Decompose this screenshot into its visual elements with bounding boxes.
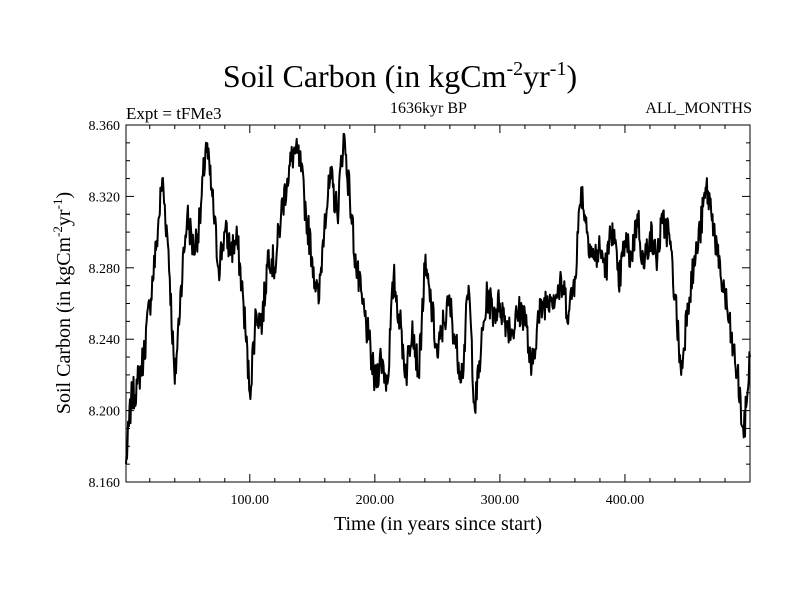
y-tick-label: 8.240	[89, 333, 121, 348]
period-label: 1636kyr BP	[390, 100, 467, 117]
chart-title: Soil Carbon (in kgCm-2yr-1)	[222, 58, 578, 94]
x-axis-label: Time (in years since start)	[334, 513, 542, 535]
season-label: ALL_MONTHS	[645, 100, 752, 117]
x-axis-ticks: 100.00 200.00 300.00 400.00	[149, 125, 726, 508]
y-axis-label: Soil Carbon (in kgCm-2yr-1)	[50, 192, 75, 414]
experiment-label: Expt = tFMe3	[126, 104, 222, 123]
y-axis-ticks: 8.160 8.200 8.240 8.280 8.320 8.360	[89, 119, 750, 491]
x-tick-label: 400.00	[606, 493, 645, 508]
plot-frame	[125, 124, 751, 483]
x-tick-label: 100.00	[231, 493, 270, 508]
y-tick-label: 8.360	[89, 119, 121, 134]
x-tick-label: 200.00	[356, 493, 395, 508]
y-tick-label: 8.280	[89, 262, 121, 277]
series-line-soil-carbon	[125, 132, 751, 465]
x-tick-label: 300.00	[481, 493, 520, 508]
y-tick-label: 8.320	[89, 190, 121, 205]
y-tick-label: 8.200	[89, 405, 121, 420]
y-tick-label: 8.160	[89, 476, 121, 491]
